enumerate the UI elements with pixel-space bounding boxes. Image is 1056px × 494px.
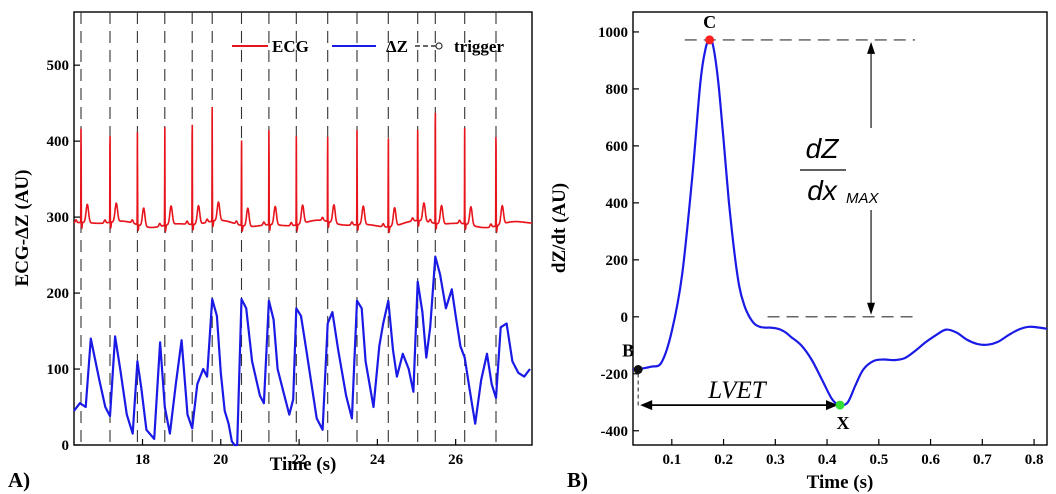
x-tick-label: 0.6 xyxy=(921,452,940,468)
legend: ECG ΔZ trigger xyxy=(232,37,504,56)
y-axis-ticks: 0 100 200 300 400 500 xyxy=(47,58,80,454)
y-tick-label: 0 xyxy=(62,438,70,454)
y-tick-label: 1000 xyxy=(598,25,628,41)
y-tick-label: 600 xyxy=(606,139,629,155)
x-tick-label: 0.1 xyxy=(662,452,681,468)
key-points: C B X xyxy=(622,12,849,433)
panel-b-y-axis-label: dZ/dt (AU) xyxy=(549,183,570,273)
dz-series-line xyxy=(73,255,531,447)
x-tick-label: 0.8 xyxy=(1025,452,1044,468)
y-tick-label: 400 xyxy=(606,196,629,212)
x-tick-label: 0.7 xyxy=(973,452,992,468)
x-tick-label: 18 xyxy=(135,452,150,468)
y-tick-label: 300 xyxy=(47,210,70,226)
panel-a: 18 20 22 24 26 0 100 200 300 400 500 ECG ΔZ trigg… xyxy=(8,11,533,492)
fraction-numerator: dZ xyxy=(806,133,840,164)
point-b-marker xyxy=(633,365,643,375)
y-axis-ticks: -400 -200 0 200 400 600 800 1000 xyxy=(598,25,639,440)
x-tick-label: 26 xyxy=(448,452,464,468)
point-x-marker xyxy=(835,400,845,410)
x-tick-label: 20 xyxy=(213,452,228,468)
legend-ecg-label: ECG xyxy=(272,37,309,56)
point-x-label: X xyxy=(837,413,850,433)
amplitude-arrow-head-top xyxy=(867,41,876,54)
y-tick-label: 200 xyxy=(606,253,629,269)
y-tick-label: -400 xyxy=(601,424,629,440)
x-tick-label: 0.3 xyxy=(766,452,785,468)
lvet-arrow-head-right xyxy=(826,400,838,411)
fraction-denominator: dx xyxy=(807,175,838,206)
panel-b-plot-frame xyxy=(632,11,1048,446)
x-tick-label: 0.2 xyxy=(714,452,733,468)
legend-dz-label: ΔZ xyxy=(386,37,408,56)
max-slope-fraction: dZ dx MAX xyxy=(792,128,892,210)
x-tick-label: 22 xyxy=(292,452,307,468)
y-tick-label: 400 xyxy=(47,134,70,150)
point-b-label: B xyxy=(622,341,634,361)
panel-b-x-axis-label: Time (s) xyxy=(807,472,874,493)
panel-a-label: A) xyxy=(8,468,30,492)
x-tick-label: 0.4 xyxy=(818,452,837,468)
legend-trigger-label: trigger xyxy=(454,37,504,56)
x-tick-label: 24 xyxy=(370,452,386,468)
panel-a-x-axis-label: Time (s) xyxy=(270,454,337,475)
fraction-backdrop xyxy=(792,128,892,210)
legend-trigger-marker xyxy=(435,42,443,50)
point-c-label: C xyxy=(703,12,716,32)
x-axis-ticks: 0.1 0.2 0.3 0.4 0.5 0.6 0.7 0.8 xyxy=(662,439,1043,468)
trigger-lines xyxy=(80,12,497,445)
dzdt-series-line xyxy=(632,38,1048,407)
panel-b-label: B) xyxy=(567,468,588,492)
x-axis-ticks: 18 20 22 24 26 xyxy=(135,439,464,468)
y-tick-label: 800 xyxy=(606,82,629,98)
panel-a-y-axis-label: ECG-ΔZ (AU) xyxy=(12,170,33,287)
x-tick-label: 0.5 xyxy=(869,452,888,468)
y-tick-label: 200 xyxy=(47,286,70,302)
y-tick-label: 500 xyxy=(47,58,70,74)
panel-b: 0.1 0.2 0.3 0.4 0.5 0.6 0.7 0.8 -400 -200 0 200 400… xyxy=(549,11,1048,493)
amplitude-arrow-head-bottom xyxy=(867,302,876,315)
y-tick-label: 100 xyxy=(47,362,70,378)
panel-a-plot-frame xyxy=(73,11,533,446)
lvet-label: LVET xyxy=(707,377,768,404)
ecg-series-line xyxy=(73,106,533,234)
point-c-marker xyxy=(705,35,715,45)
y-tick-label: -200 xyxy=(601,367,629,383)
fraction-subscript: MAX xyxy=(846,190,880,207)
y-tick-label: 0 xyxy=(621,310,629,326)
lvet-arrow-head-left xyxy=(640,400,653,411)
